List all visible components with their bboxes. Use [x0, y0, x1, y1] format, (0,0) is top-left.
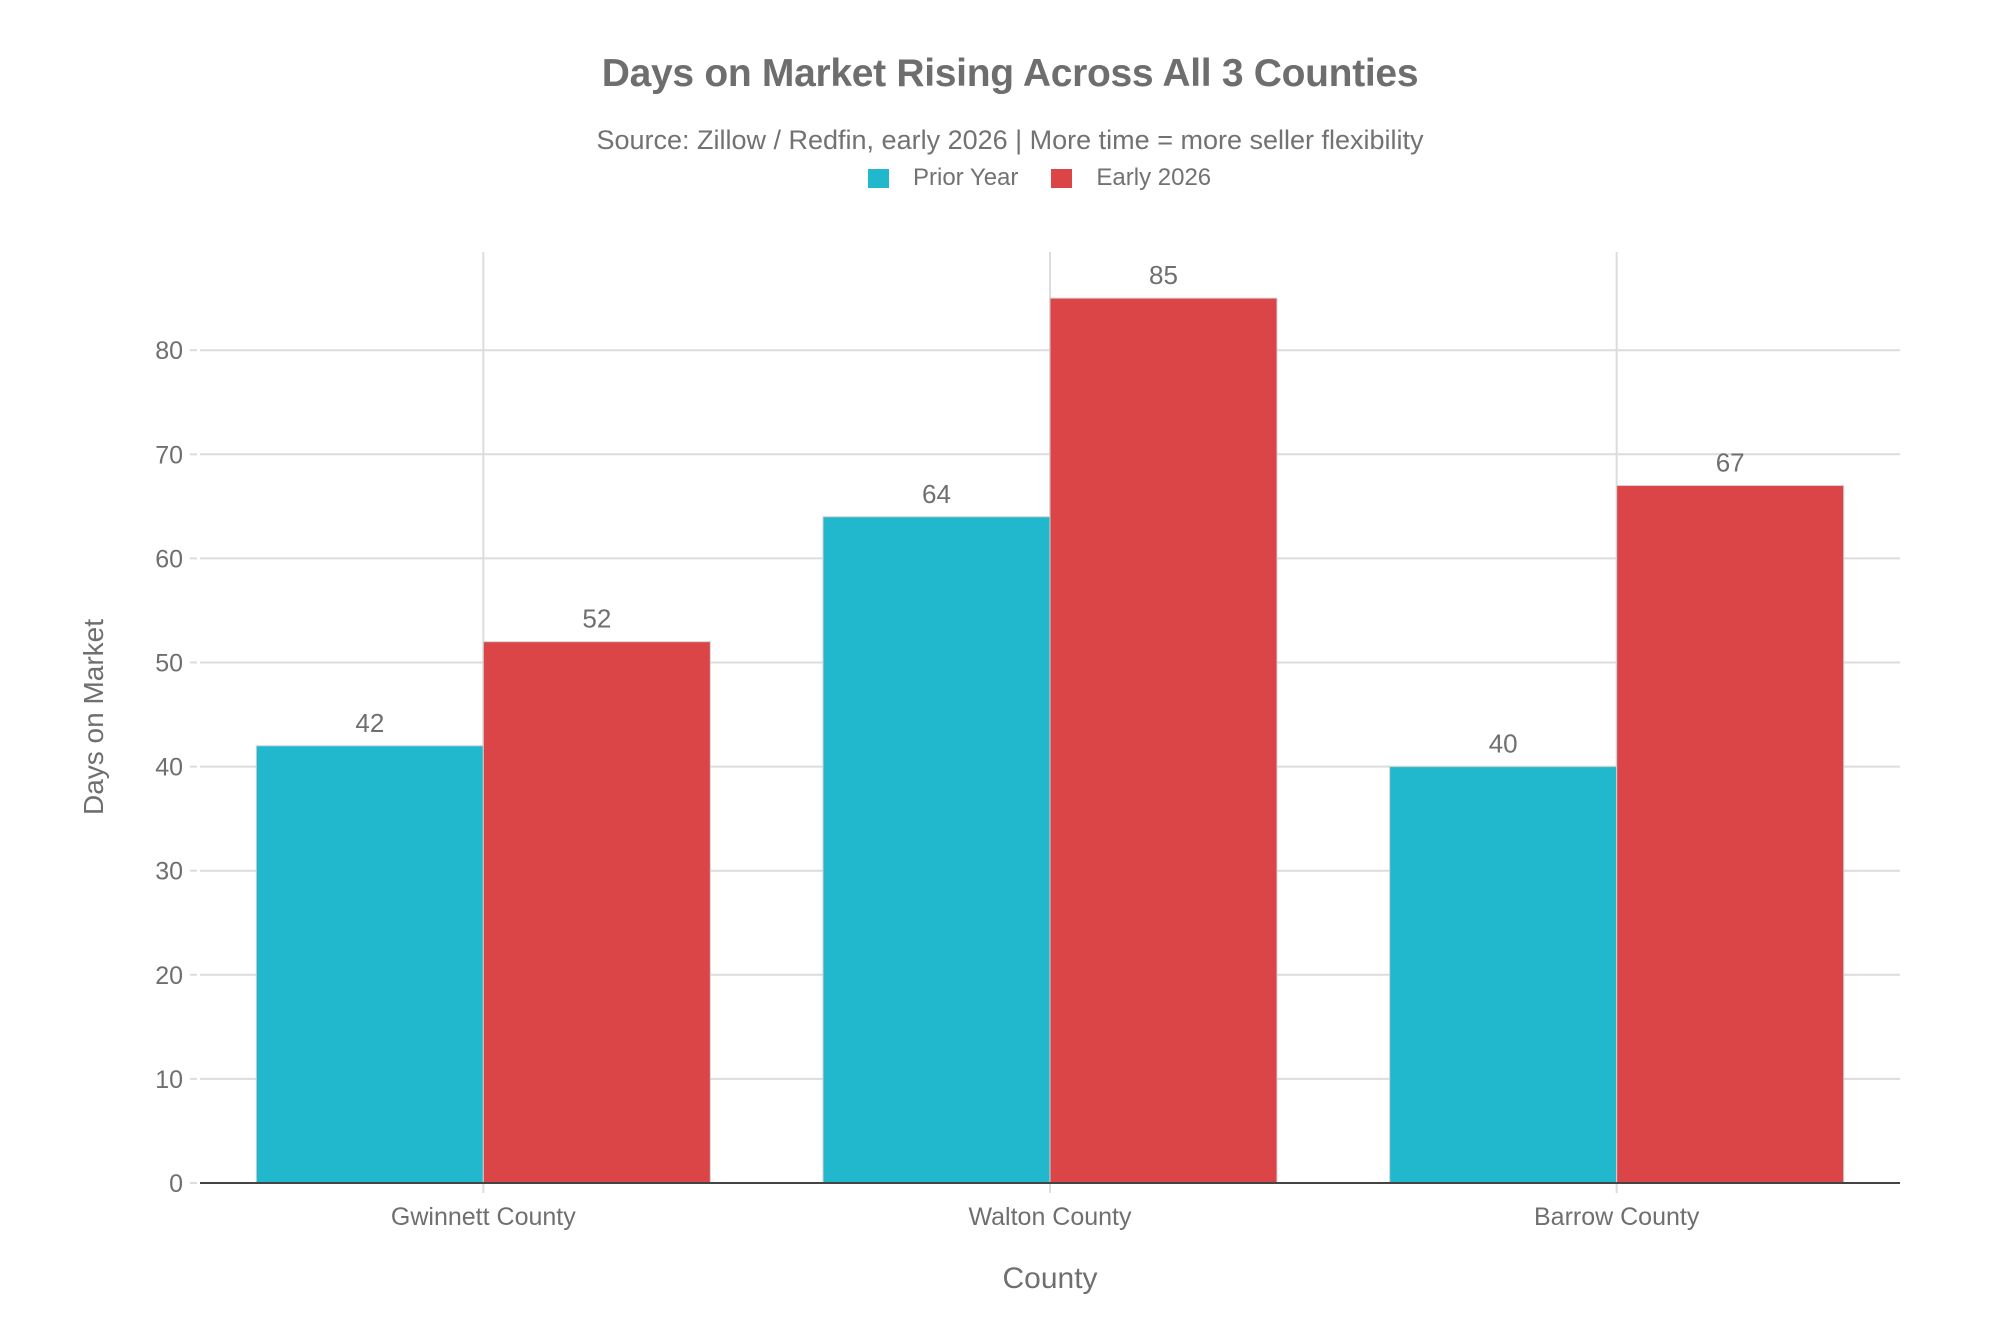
y-tick-label: 40	[155, 754, 183, 782]
y-tick-label: 10	[155, 1066, 183, 1094]
chart-subtitle: Source: Zillow / Redfin, early 2026 | Mo…	[596, 125, 1424, 155]
bar-early-2026[interactable]	[1049, 297, 1278, 1184]
y-tick-label: 30	[155, 858, 183, 886]
y-axis-title: Days on Market	[78, 619, 109, 815]
bar-prior-year[interactable]	[255, 745, 484, 1184]
y-tick-label: 20	[155, 962, 183, 990]
legend: Prior Year Early 2026	[868, 164, 1244, 192]
y-tick-label: 80	[155, 337, 183, 365]
x-axis-title: County	[1002, 1262, 1097, 1295]
y-tick-label: 0	[169, 1170, 183, 1198]
legend-swatch-early-2026-icon	[1051, 168, 1073, 188]
y-tick-label: 50	[155, 650, 183, 678]
x-tick-label: Barrow County	[1534, 1203, 1700, 1231]
bar-prior-year[interactable]	[1389, 766, 1618, 1184]
y-tick-label: 60	[155, 545, 183, 573]
bar-prior-year[interactable]	[822, 516, 1051, 1184]
bar-value-label: 52	[582, 604, 611, 634]
legend-label-prior-year: Prior Year	[913, 164, 1019, 191]
bar-early-2026[interactable]	[1616, 485, 1845, 1184]
chart-title: Days on Market Rising Across All 3 Count…	[601, 52, 1419, 95]
x-tick-label: Walton County	[968, 1203, 1132, 1231]
legend-item-prior-year[interactable]: Prior Year	[868, 164, 1018, 192]
y-tick-label: 70	[155, 441, 183, 469]
bar-value-label: 67	[1716, 448, 1745, 478]
x-tick-label: Gwinnett County	[391, 1203, 576, 1231]
bar-value-label: 42	[355, 708, 384, 738]
legend-swatch-prior-year-icon	[868, 168, 889, 188]
bar-value-label: 85	[1149, 260, 1178, 290]
bar-value-label: 64	[922, 479, 951, 509]
legend-label-early-2026: Early 2026	[1096, 164, 1212, 191]
legend-item-early-2026[interactable]: Early 2026	[1051, 164, 1211, 192]
bar-early-2026[interactable]	[482, 641, 711, 1184]
bar-value-label: 40	[1489, 729, 1518, 759]
